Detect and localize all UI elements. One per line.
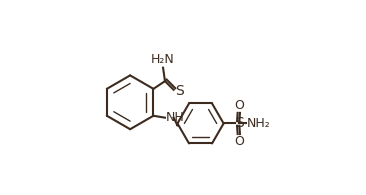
Text: O: O	[234, 99, 244, 112]
Text: NH₂: NH₂	[247, 117, 270, 130]
Text: S: S	[236, 116, 244, 130]
Text: S: S	[176, 84, 184, 98]
Text: H₂N: H₂N	[151, 53, 175, 66]
Text: O: O	[234, 135, 244, 148]
Text: NH: NH	[166, 111, 185, 124]
